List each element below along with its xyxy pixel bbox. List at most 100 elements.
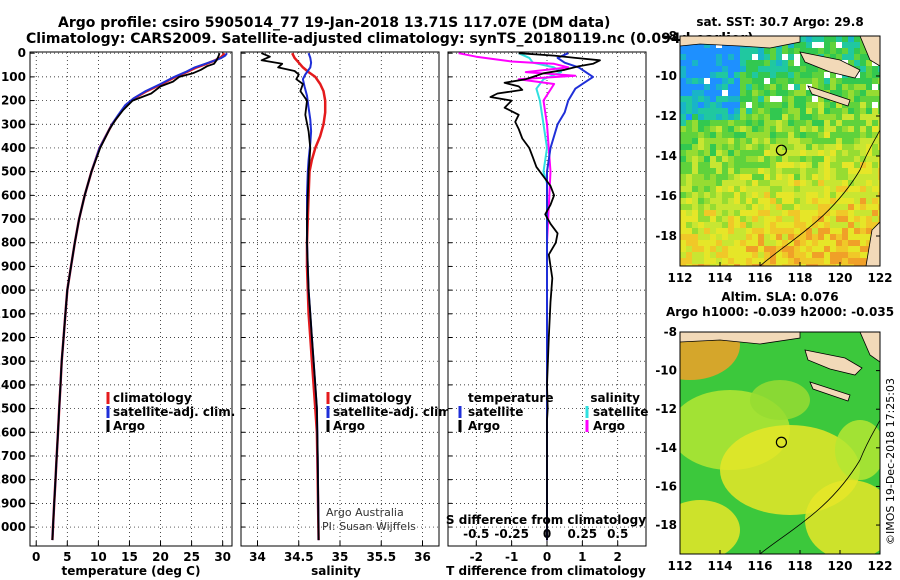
sst-cell [680,138,686,144]
sst-cell [764,246,770,252]
sst-cell [734,252,740,258]
sst-cell [836,228,842,234]
sst-cell [770,114,776,120]
x-tick-label: 20 [152,550,169,564]
sst-cell [692,168,698,174]
sst-cell [752,162,758,168]
sst-cell [794,90,800,96]
sst-cell [818,198,824,204]
sst-cell [692,234,698,240]
depth-tick-label: 1700 [0,449,26,463]
sst-cell [716,228,722,234]
sst-cell [818,48,824,54]
sst-cell [788,150,794,156]
sst-cell [782,90,788,96]
sst-cell [686,204,692,210]
sst-cell [686,246,692,252]
sst-cell [830,174,836,180]
sst-cell [866,180,872,186]
sst-cell [740,210,746,216]
sst-cell [848,84,854,90]
sst-cell [680,90,686,96]
sst-cell [746,132,752,138]
sst-cell [794,84,800,90]
sst-cell [818,264,824,266]
sst-cell [764,156,770,162]
sst-cell [860,126,866,132]
sst-cell [854,198,860,204]
sst-cell [866,216,872,222]
sst-cell [806,222,812,228]
sst-cell [704,240,710,246]
t-difference-xlabel: T difference from climatology [446,564,646,578]
sst-cell [740,90,746,96]
sst-cell [764,222,770,228]
sst-cell [812,66,818,72]
x-tick-label: 35 [332,550,349,564]
sst-cell [686,102,692,108]
sst-cell [806,186,812,192]
s-difference-tick-label: 0.5 [607,527,628,541]
sst-cell [854,168,860,174]
sst-cell [788,204,794,210]
sst-cell [776,54,782,60]
sst-cell [686,54,692,60]
sst-cell [818,78,824,84]
sst-cell [866,222,872,228]
sst-cell [776,84,782,90]
sst-cell [782,66,788,72]
sst-cell [818,228,824,234]
sst-cell [734,192,740,198]
sst-cell [716,180,722,186]
sst-cell [680,60,686,66]
s-difference-tick-label: 0.25 [568,527,598,541]
sst-cell [806,42,812,48]
sst-cell [782,210,788,216]
sst-cell [734,84,740,90]
sst-cell [854,174,860,180]
sst-cell [800,42,806,48]
sst-cell [698,150,704,156]
sst-cell [818,204,824,210]
sst-cell [788,42,794,48]
sst-cell [776,180,782,186]
sst-cell [860,186,866,192]
sst-cell [734,114,740,120]
sst-cell [830,114,836,120]
sst-cell [848,144,854,150]
sst-cell [710,192,716,198]
sst-cell [746,240,752,246]
sst-cell [752,210,758,216]
sst-cell [794,252,800,258]
sst-cell [740,246,746,252]
sst-cell [794,54,800,60]
sst-cell [794,162,800,168]
sst-cell [830,258,836,264]
sst-cell [842,90,848,96]
sst-cell [836,120,842,126]
sst-cell [794,114,800,120]
sst-cell [764,48,770,54]
legend-climatology-label: climatology [333,391,412,405]
sst-cell [836,186,842,192]
salinity-axes-box [240,51,440,547]
sst-cell [734,216,740,222]
sst-cell [698,114,704,120]
sst-cell [830,204,836,210]
sst-cell [758,108,764,114]
sst-cell [680,198,686,204]
sst-cell [764,198,770,204]
sst-cell [860,48,866,54]
sst-cell [746,96,752,102]
sst-cell [818,240,824,246]
sst-cell [842,180,848,186]
x-tick-label: -1 [505,550,518,564]
sst-cell [740,138,746,144]
sla-map-subtitle: Argo h1000: -0.039 h2000: -0.035 [666,305,894,319]
sst-cell [680,216,686,222]
sst-cell [806,198,812,204]
sst-cell [854,180,860,186]
sla-map-title: Altim. SLA: 0.076 [721,290,838,304]
sst-cell [800,210,806,216]
sst-cell [716,168,722,174]
